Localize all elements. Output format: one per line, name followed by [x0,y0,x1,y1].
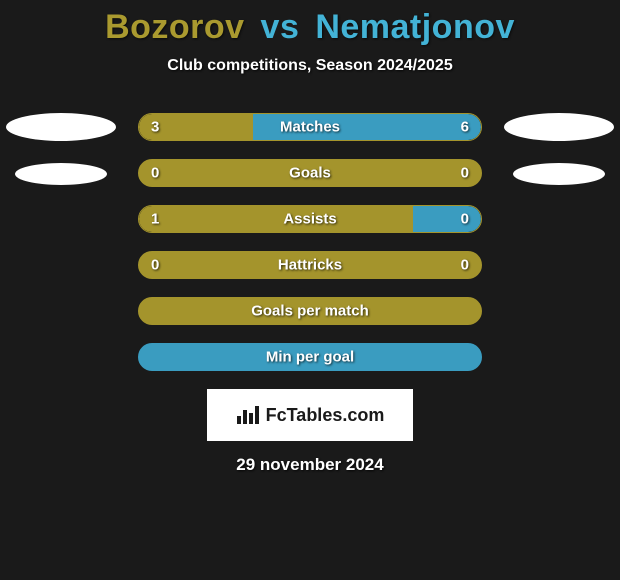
subtitle: Club competitions, Season 2024/2025 [0,57,620,75]
stat-bar: Assists 1 0 [138,205,482,233]
stat-value-left: 3 [151,119,159,136]
player-shadow-ellipse [6,113,116,141]
stat-value-left: 0 [151,165,159,182]
logo-text: FcTables.com [266,405,385,426]
stat-value-right: 6 [461,119,469,136]
fctables-logo: FcTables.com [207,389,413,441]
comparison-title: Bozorov vs Nematjonov [0,0,620,47]
stat-value-left: 1 [151,211,159,228]
stat-label: Assists [283,211,336,228]
player-shadow-ellipse [504,113,614,141]
stat-bar: Min per goal [138,343,482,371]
stat-value-right: 0 [461,165,469,182]
player-name-left: Bozorov [105,8,245,46]
stat-value-right: 0 [461,211,469,228]
stat-value-right: 0 [461,257,469,274]
comparison-chart: Matches36Goals00Assists10Hattricks00Goal… [0,113,620,371]
stat-bar: Hattricks 0 0 [138,251,482,279]
stat-value-left: 0 [151,257,159,274]
vs-label: vs [261,8,300,46]
date-label: 29 november 2024 [0,455,620,475]
bar-chart-icon [236,404,260,426]
stat-label: Goals [289,165,331,182]
stat-bar: Goals per match [138,297,482,325]
player-shadow-ellipse [513,163,605,185]
stat-label: Matches [280,119,340,136]
stat-label: Min per goal [266,349,354,366]
bar-fill-right [413,206,481,232]
stat-label: Hattricks [278,257,342,274]
stat-bar: Matches 3 6 [138,113,482,141]
player-shadow-ellipse [15,163,107,185]
stat-bar: Goals 0 0 [138,159,482,187]
stat-label: Goals per match [251,303,369,320]
bar-fill-left [139,206,413,232]
player-name-right: Nematjonov [315,8,515,46]
